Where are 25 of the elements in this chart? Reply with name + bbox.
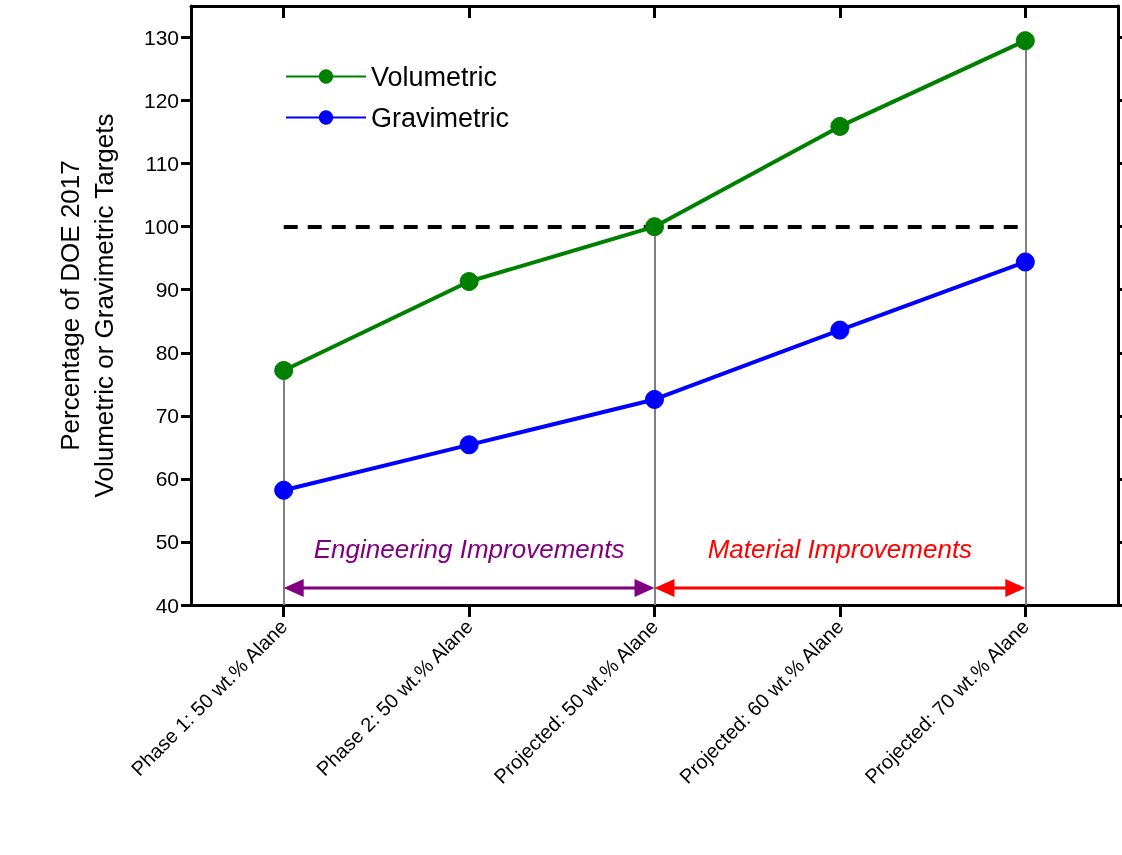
- y-tick-label: 80: [155, 341, 179, 365]
- point: [459, 435, 479, 455]
- legend-label: Gravimetric: [371, 102, 510, 133]
- point: [830, 320, 850, 340]
- point: [1015, 31, 1035, 51]
- annotation: Material Improvements: [707, 534, 973, 564]
- point: [274, 480, 294, 500]
- point: [274, 360, 294, 380]
- y-tick-label: 90: [155, 278, 179, 302]
- point: [830, 116, 850, 136]
- annotation: Engineering Improvements: [313, 534, 625, 564]
- y-tick-label: 110: [145, 152, 179, 176]
- y-tick-label: 130: [143, 26, 179, 50]
- y-tick-label: 120: [143, 89, 179, 113]
- point: [645, 217, 664, 237]
- point: [645, 389, 664, 409]
- y-tick-label: 70: [155, 404, 179, 428]
- y-tick-label: 100: [143, 215, 179, 239]
- legend-label: Volumetric: [371, 61, 498, 92]
- y-axis-title: Percentage of DOE 2017 Volumetric or Gravimetric Targets: [55, 113, 119, 498]
- y-tick-label: 60: [155, 467, 179, 491]
- y-tick-label: 50: [155, 530, 179, 554]
- point: [1015, 252, 1035, 272]
- y-tick-label: 40: [155, 593, 179, 617]
- point: [459, 272, 479, 292]
